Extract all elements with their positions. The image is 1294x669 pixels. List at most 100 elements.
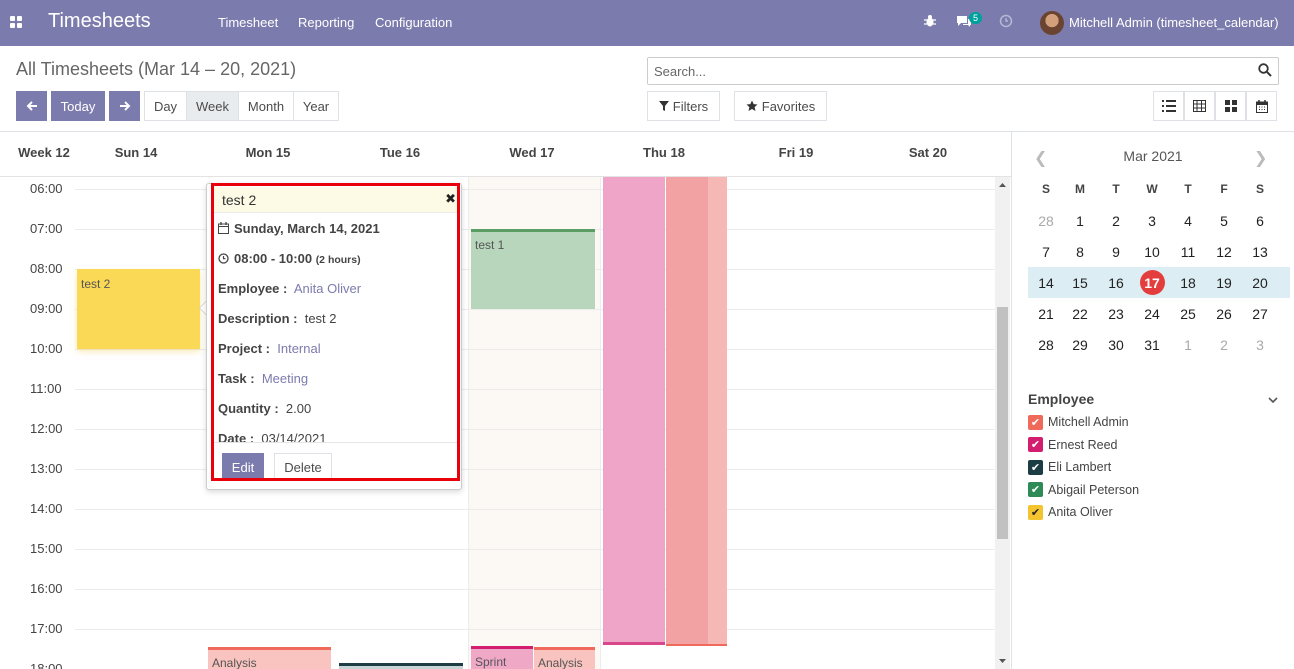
search-icon[interactable]	[1258, 63, 1272, 77]
mini-calendar-day[interactable]: 4	[1184, 212, 1192, 229]
mini-calendar-day[interactable]: 9	[1112, 243, 1120, 260]
mini-calendar-day[interactable]: 10	[1144, 243, 1160, 260]
menu-configuration[interactable]: Configuration	[375, 15, 453, 30]
event-mitchell-thu-2[interactable]	[708, 177, 727, 646]
checkbox-icon[interactable]: ✔	[1028, 482, 1043, 497]
next-month-icon[interactable]: ❯	[1254, 150, 1268, 167]
delete-button[interactable]: Delete	[274, 453, 332, 481]
mini-calendar-day[interactable]: 1	[1076, 212, 1084, 229]
previous-button[interactable]	[16, 91, 47, 121]
mini-calendar-day[interactable]: 18	[1180, 274, 1196, 291]
task-link[interactable]: Meeting	[261, 371, 309, 386]
scroll-down-icon[interactable]	[995, 655, 1010, 667]
scale-year-button[interactable]: Year	[293, 91, 339, 121]
mini-calendar-day[interactable]: 13	[1252, 243, 1268, 260]
mini-calendar-day[interactable]: 6	[1256, 212, 1264, 229]
user-menu[interactable]: Mitchell Admin (timesheet_calendar)	[1069, 15, 1279, 30]
pivot-icon	[1193, 100, 1206, 112]
mini-calendar-day[interactable]: 11	[1180, 243, 1196, 260]
chevron-down-icon[interactable]	[1268, 396, 1278, 404]
scale-month-button[interactable]: Month	[238, 91, 294, 121]
mini-calendar-day[interactable]: 3	[1148, 212, 1156, 229]
event-eli-tue[interactable]	[339, 663, 463, 669]
next-button[interactable]	[109, 91, 140, 121]
clock-icon[interactable]	[999, 14, 1013, 31]
mini-calendar-day[interactable]: 2	[1112, 212, 1120, 229]
filters-button[interactable]: Filters	[647, 91, 720, 121]
mini-calendar-day[interactable]: 31	[1144, 336, 1160, 353]
mini-calendar-day[interactable]: 30	[1108, 336, 1124, 353]
mini-calendar-day[interactable]: 1	[1184, 336, 1192, 353]
event-test-1[interactable]: test 1	[471, 229, 595, 309]
employee-filter-item[interactable]: ✔ Anita Oliver	[1028, 504, 1113, 520]
menu-timesheet[interactable]: Timesheet	[218, 15, 279, 30]
mini-calendar-day[interactable]: 17	[1144, 274, 1160, 291]
scale-week-button[interactable]: Week	[186, 91, 239, 121]
mini-calendar-day[interactable]: 29	[1072, 336, 1088, 353]
event-mitchell-thu[interactable]	[666, 177, 708, 646]
time-grid[interactable]: 06:00 07:00 08:00 09:00 10:00 11:00 12:0…	[0, 177, 995, 669]
popover-header: test 2 ✖	[214, 187, 460, 213]
event-ernest-thu[interactable]	[603, 177, 665, 645]
mini-calendar-day[interactable]: 19	[1216, 274, 1232, 291]
menu-reporting[interactable]: Reporting	[298, 15, 355, 30]
calendar-view-button[interactable]	[1246, 91, 1277, 121]
list-view-button[interactable]	[1153, 91, 1184, 121]
day-header-thu: Thu 18	[643, 145, 685, 160]
kanban-view-button[interactable]	[1215, 91, 1246, 121]
mini-calendar-day[interactable]: 8	[1076, 243, 1084, 260]
edit-button[interactable]: Edit	[222, 453, 264, 481]
pivot-view-button[interactable]	[1184, 91, 1215, 121]
employee-filter-item[interactable]: ✔ Mitchell Admin	[1028, 414, 1129, 430]
mini-calendar-day[interactable]: 25	[1180, 305, 1196, 322]
employee-filter-item[interactable]: ✔ Ernest Reed	[1028, 437, 1117, 453]
employee-filter-item[interactable]: ✔ Abigail Peterson	[1028, 482, 1139, 498]
event-analysis-mon[interactable]: Analysis	[208, 647, 331, 669]
mini-calendar-day[interactable]: 2	[1220, 336, 1228, 353]
hour-line	[75, 629, 995, 630]
list-icon	[1161, 100, 1176, 112]
prev-month-icon[interactable]: ❮	[1034, 150, 1048, 167]
arrow-left-icon	[26, 101, 37, 111]
mini-calendar-day[interactable]: 28	[1038, 336, 1054, 353]
checkbox-icon[interactable]: ✔	[1028, 459, 1043, 475]
mini-calendar-day[interactable]: 24	[1144, 305, 1160, 322]
scale-day-button[interactable]: Day	[144, 91, 187, 121]
mini-calendar-day[interactable]: 26	[1216, 305, 1232, 322]
mini-calendar-day[interactable]: 5	[1220, 212, 1228, 229]
event-sprint-wed[interactable]: Sprint	[471, 646, 533, 669]
employee-link[interactable]: Anita Oliver	[293, 281, 362, 296]
today-button[interactable]: Today	[51, 91, 105, 121]
scroll-thumb[interactable]	[997, 307, 1008, 539]
mini-calendar-day[interactable]: 22	[1072, 305, 1088, 322]
employee-filter-item[interactable]: ✔ Eli Lambert	[1028, 459, 1111, 475]
search-input[interactable]	[648, 58, 1248, 84]
checkbox-icon[interactable]: ✔	[1028, 437, 1043, 452]
mini-calendar-day[interactable]: 23	[1108, 305, 1124, 322]
checkbox-icon[interactable]: ✔	[1028, 414, 1043, 430]
project-link[interactable]: Internal	[277, 341, 321, 356]
bug-icon[interactable]	[923, 14, 937, 31]
mini-calendar-day[interactable]: 7	[1042, 243, 1050, 260]
mini-calendar-day[interactable]: 12	[1216, 243, 1232, 260]
avatar[interactable]	[1040, 11, 1064, 35]
mini-calendar-day[interactable]: 20	[1252, 274, 1268, 291]
calendar-scrollbar[interactable]	[995, 177, 1010, 669]
close-icon[interactable]: ✖	[445, 191, 456, 206]
hour-label: 06:00	[30, 181, 63, 196]
checkbox-icon[interactable]: ✔	[1028, 504, 1043, 520]
mini-calendar-day[interactable]: 28	[1038, 212, 1054, 229]
favorites-button[interactable]: Favorites	[734, 91, 827, 121]
event-analysis-wed[interactable]: Analysis	[534, 647, 595, 669]
mini-calendar-day[interactable]: 27	[1252, 305, 1268, 322]
mini-calendar-day[interactable]: 3	[1256, 336, 1264, 353]
mini-calendar-day[interactable]: 21	[1038, 305, 1054, 322]
apps-menu-icon[interactable]	[10, 16, 23, 29]
hour-label: 09:00	[30, 301, 63, 316]
event-test-2[interactable]: test 2	[77, 269, 200, 349]
mini-calendar-day[interactable]: 16	[1108, 274, 1124, 291]
scroll-up-icon[interactable]	[995, 179, 1010, 191]
app-title[interactable]: Timesheets	[48, 10, 151, 32]
mini-calendar-day[interactable]: 14	[1038, 274, 1054, 291]
mini-calendar-day[interactable]: 15	[1072, 274, 1088, 291]
